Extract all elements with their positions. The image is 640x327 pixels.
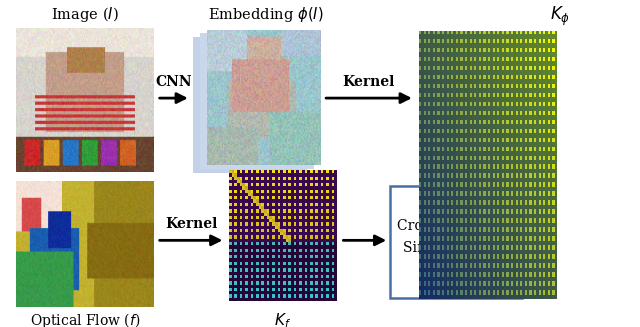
Text: $K_{\phi}$: $K_{\phi}$ (550, 5, 570, 28)
Text: Embedding $\phi(I)$: Embedding $\phi(I)$ (208, 5, 323, 24)
Text: Kernel: Kernel (343, 75, 395, 89)
Text: Optical Flow ($f$): Optical Flow ($f$) (30, 311, 140, 327)
Text: CNN: CNN (156, 75, 192, 89)
Text: Image ($I$): Image ($I$) (51, 5, 119, 24)
Text: Cross Pixel Flow
Similarity Loss: Cross Pixel Flow Similarity Loss (397, 219, 515, 255)
Text: Kernel: Kernel (165, 217, 217, 231)
Text: $K_f$: $K_f$ (275, 311, 291, 327)
FancyBboxPatch shape (390, 186, 522, 298)
